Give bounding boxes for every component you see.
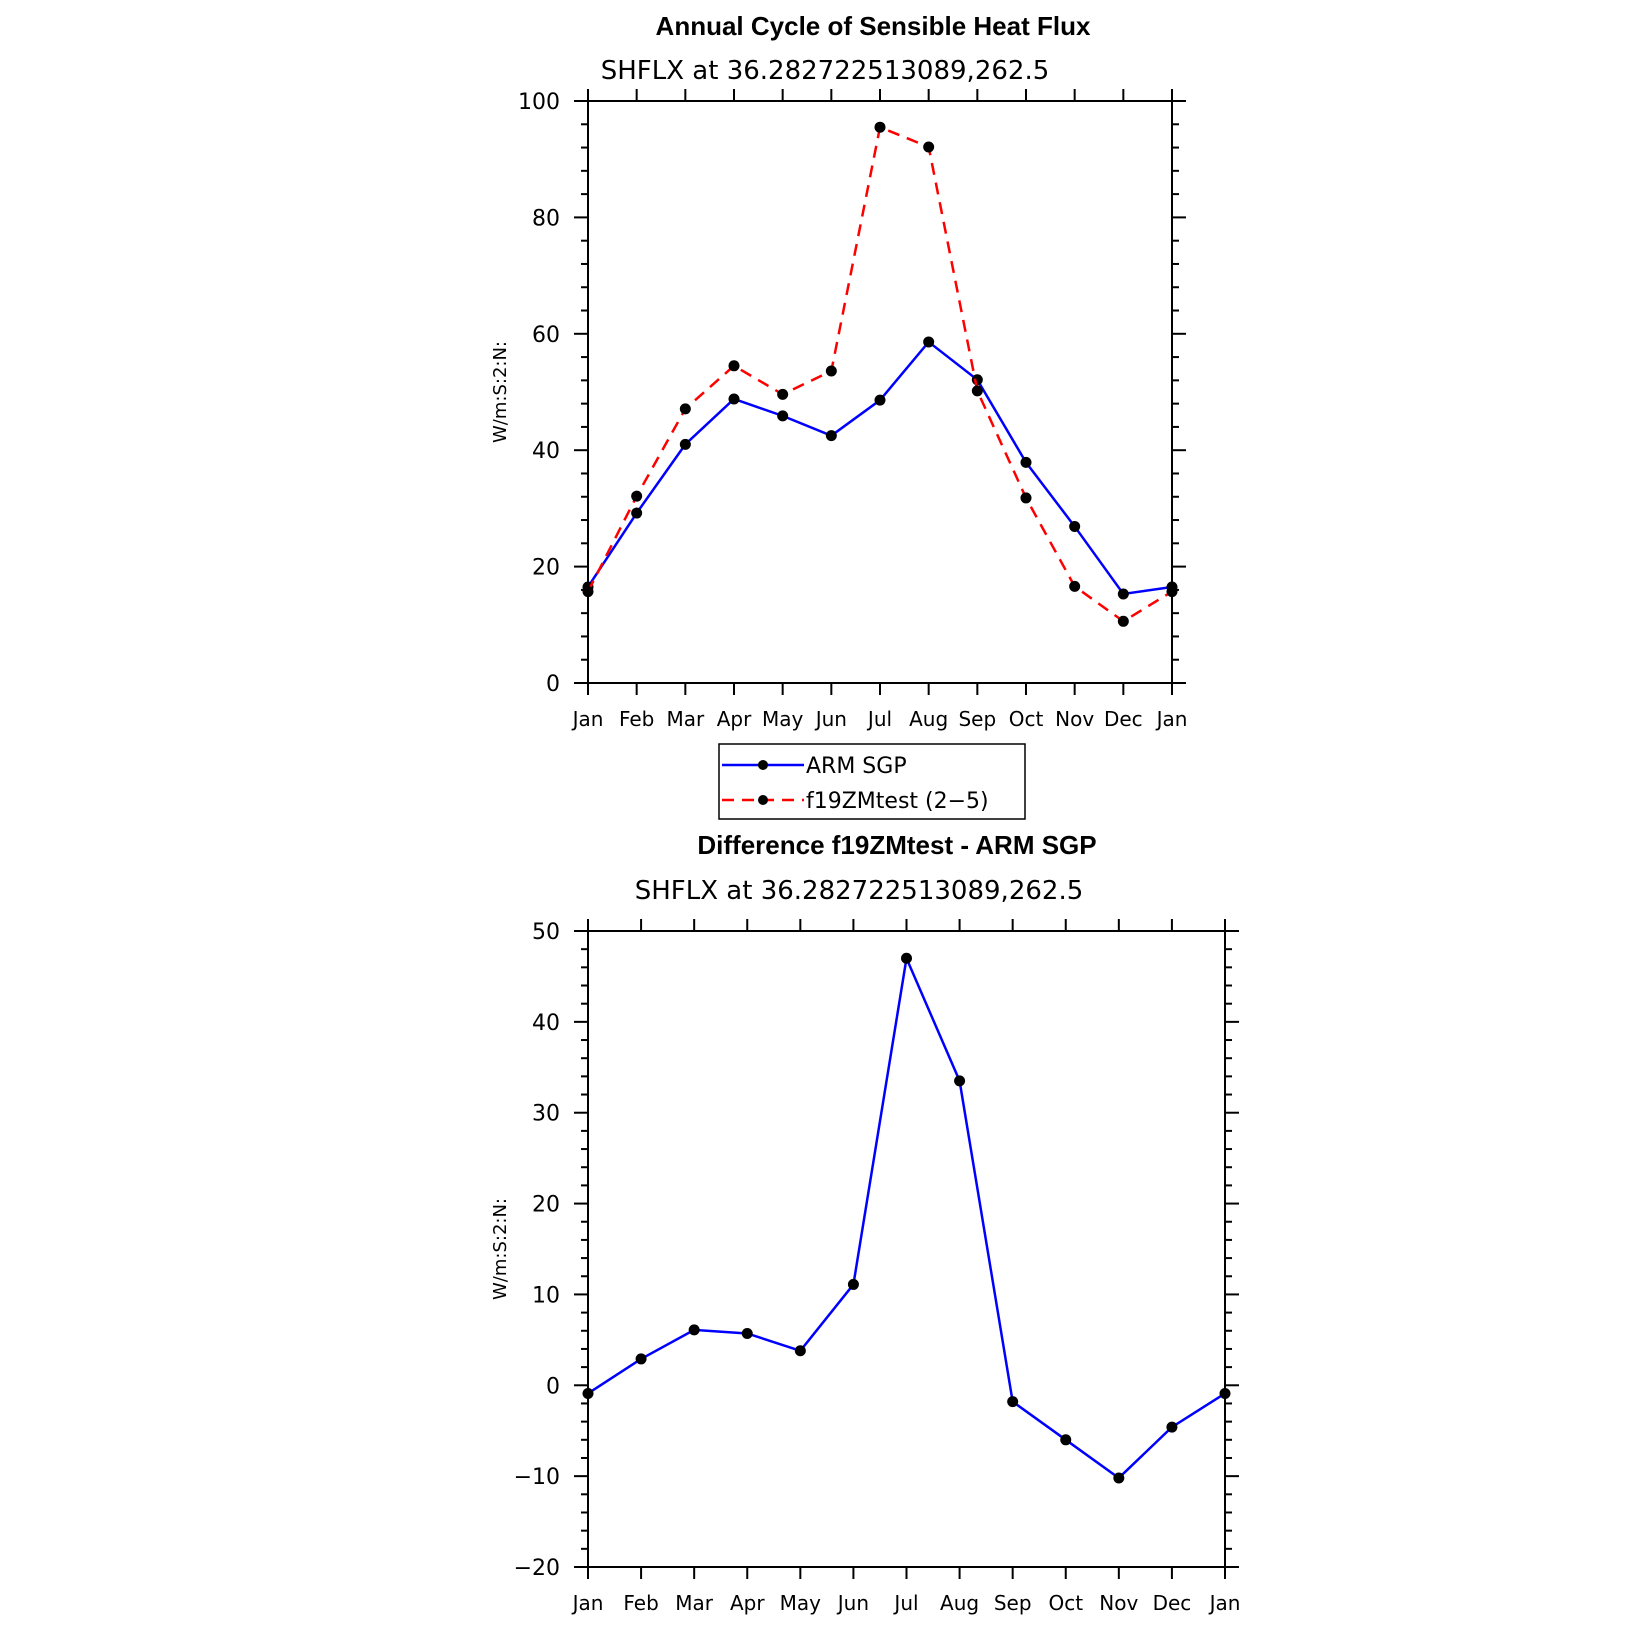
chart-1-ytick-label-1: 20 <box>532 556 560 581</box>
chart-2-xtick-label-9: Oct <box>1048 1591 1083 1615</box>
chart-1-xtick-label-6: Jul <box>866 707 892 731</box>
chart-1-xtick-label-8: Sep <box>958 707 996 731</box>
legend-entry-arm: ARM SGP <box>806 754 907 779</box>
chart-2-plot: −20 −10 0 10 20 30 40 50 Jan Feb Mar Apr May Jun Jul Au… <box>490 919 1240 1615</box>
chart-2-xtick-label-10: Nov <box>1099 1591 1138 1615</box>
chart-1-ytick-label-0: 0 <box>546 672 560 697</box>
chart-1-xtick-label-4: May <box>762 707 804 731</box>
chart-1-ytick-label-5: 100 <box>518 90 560 115</box>
chart-2-ytick-label-6: 40 <box>532 1011 560 1036</box>
chart-2-xtick-label-8: Sep <box>994 1591 1032 1615</box>
chart-1-frame <box>587 100 1173 684</box>
chart-1-xtick-label-11: Dec <box>1104 707 1143 731</box>
chart-2-xtick-label-7: Aug <box>940 1591 979 1615</box>
chart-1-series-0-point-4 <box>777 410 789 422</box>
chart-1-series-1-point-9 <box>1020 492 1032 504</box>
chart-2-series-0-point-5 <box>847 1278 859 1290</box>
chart-1-ytick-label-4: 80 <box>532 206 560 231</box>
legend-box <box>718 743 1026 820</box>
chart-2-xtick-label-2: Mar <box>675 1591 714 1615</box>
chart-2-xtick-label-3: Apr <box>730 1591 765 1615</box>
chart-2-series-0-point-9 <box>1060 1434 1072 1446</box>
chart-1-series-0-point-11 <box>1117 588 1129 600</box>
chart-2-xtick-label-12: Jan <box>1208 1591 1241 1615</box>
chart-2-ylabel: W/m:S:2:N: <box>490 1198 511 1300</box>
chart-1-series-0-point-7 <box>923 336 935 348</box>
chart-2-series-0-point-10 <box>1113 1472 1125 1484</box>
chart-2-xtick-label-5: Jun <box>836 1591 869 1615</box>
chart-1-series-0-point-9 <box>1020 456 1032 468</box>
chart-2-series-0-point-2 <box>688 1324 700 1336</box>
chart-1-xtick-label-2: Mar <box>666 707 705 731</box>
legend-model-marker <box>758 795 768 805</box>
chart-1-title: Annual Cycle of Sensible Heat Flux <box>656 11 1091 41</box>
chart-2-frame <box>587 930 1226 1568</box>
chart-1-xtick-label-12: Jan <box>1155 707 1188 731</box>
chart-1-xtick-label-3: Apr <box>717 707 752 731</box>
legend-entry-model: f19ZMtest (2−5) <box>806 789 989 814</box>
chart-1-series-1-point-1 <box>631 490 643 502</box>
chart-1-xtick-label-7: Aug <box>909 707 948 731</box>
chart-1-plot: 0 20 40 60 80 100 Jan Feb Mar Apr May Jun Jul Aug Sep O… <box>490 89 1187 731</box>
chart-2-series-0-point-7 <box>954 1075 966 1087</box>
legend-arm-marker <box>758 760 768 770</box>
chart-1-series-1-point-8 <box>971 385 983 397</box>
chart-1-xtick-label-9: Oct <box>1009 707 1044 731</box>
chart-2-subtitle: SHFLX at 36.282722513089,262.5 <box>635 876 1084 906</box>
chart-2-xtick-label-11: Dec <box>1153 1591 1192 1615</box>
chart-2-series-0-point-3 <box>741 1327 753 1339</box>
chart-1-series-0-point-3 <box>728 393 740 405</box>
chart-1-series-1-point-5 <box>825 365 837 377</box>
chart-1-xtick-label-5: Jun <box>814 707 847 731</box>
chart-1-xtick-label-0: Jan <box>571 707 604 731</box>
chart-2-series-0-point-6 <box>901 952 912 964</box>
chart-2-series-0-line <box>587 953 1226 1480</box>
chart-1-series-0-point-8 <box>971 374 983 386</box>
chart-1-series-1-point-12 <box>1166 586 1178 598</box>
chart-2-ytick-label-7: 50 <box>532 920 560 945</box>
chart-2-series-0-point-8 <box>1007 1396 1019 1408</box>
chart-1-xtick-label-10: Nov <box>1055 707 1094 731</box>
chart-2-series-0-point-1 <box>635 1353 647 1365</box>
chart-2-xtick-label-0: Jan <box>571 1591 604 1615</box>
chart-1-series-0-line <box>586 340 1173 596</box>
chart-1-series-1-point-4 <box>777 388 789 400</box>
chart-1-series-1-point-0 <box>582 586 594 598</box>
chart-1-series-0-point-2 <box>679 438 691 450</box>
chart-1-series-0-point-5 <box>825 430 837 442</box>
chart-2-ytick-label-1: −10 <box>514 1465 560 1490</box>
chart-1-series-1-point-10 <box>1069 580 1081 592</box>
chart-1-series-1-line <box>586 125 1173 623</box>
chart-1-ytick-label-2: 40 <box>532 439 560 464</box>
chart-2-xtick-label-6: Jul <box>892 1591 918 1615</box>
chart-1-series-1-point-7 <box>923 141 935 153</box>
chart-1-ylabel: W/m:S:2:N: <box>490 341 511 443</box>
chart-1-series-0-point-6 <box>874 394 886 406</box>
chart-1-ytick-label-3: 60 <box>532 323 560 348</box>
chart-1-xtick-label-1: Feb <box>619 707 654 731</box>
chart-2-series-0-point-4 <box>794 1345 806 1357</box>
chart-2-ytick-label-5: 30 <box>532 1102 560 1127</box>
chart-1-series-1-point-2 <box>679 403 691 415</box>
chart-2-series-0-point-0 <box>582 1387 594 1399</box>
chart-2-xtick-label-1: Feb <box>623 1591 658 1615</box>
chart-1-series-1-point-6 <box>874 121 886 133</box>
legend: ARM SGP f19ZMtest (2−5) <box>718 743 1026 820</box>
chart-2-ytick-label-4: 20 <box>532 1193 560 1218</box>
chart-2-series-0-point-12 <box>1219 1387 1231 1399</box>
chart-1-series-0-point-10 <box>1069 520 1081 532</box>
chart-1-series-0-point-1 <box>631 507 643 519</box>
chart-2-ytick-label-0: −20 <box>514 1556 560 1581</box>
chart-2-series-0-point-11 <box>1166 1421 1178 1433</box>
chart-2-ytick-label-2: 0 <box>546 1374 560 1399</box>
chart-2-xtick-label-4: May <box>780 1591 822 1615</box>
chart-2-title: Difference f19ZMtest - ARM SGP <box>697 830 1096 860</box>
chart-1-subtitle: SHFLX at 36.282722513089,262.5 <box>601 56 1050 86</box>
chart-2-ytick-label-3: 10 <box>532 1283 560 1308</box>
chart-1-series-1-point-11 <box>1117 615 1129 627</box>
chart-1-series-1-point-3 <box>728 360 740 372</box>
